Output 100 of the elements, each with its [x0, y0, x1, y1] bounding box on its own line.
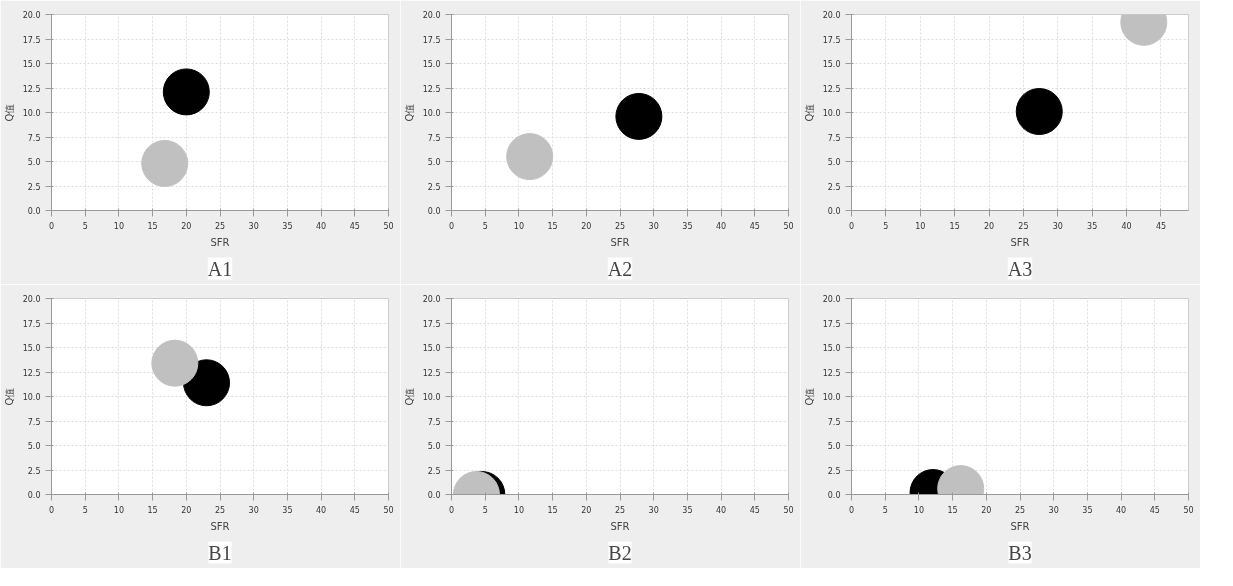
x-tick-label: 25	[614, 221, 626, 231]
x-axis-title: SFR	[610, 236, 630, 248]
x-tick-label: 5	[882, 505, 888, 515]
x-tick-label: 25	[214, 505, 226, 515]
y-tick-label: 7.5	[827, 417, 841, 427]
x-tick-label: 5	[82, 505, 88, 515]
x-axis-title: SFR	[1010, 520, 1030, 532]
x-axis-title: SFR	[1010, 236, 1030, 248]
y-axis-title: Q值	[803, 387, 815, 406]
y-tick-label: 7.5	[427, 417, 441, 427]
x-tick-label: 10	[113, 505, 124, 515]
y-tick-label: 5.0	[827, 442, 841, 451]
y-tick-label: 2.5	[827, 466, 841, 476]
x-tick-label: 0	[448, 221, 455, 231]
y-tick-label: 12.5	[422, 368, 441, 378]
y-tick-label: 12.5	[822, 84, 841, 94]
y-tick-label: 0.0	[827, 491, 841, 500]
text: B2	[608, 541, 632, 564]
y-tick-label: 20.0	[22, 11, 41, 20]
y-tick-label: 2.5	[827, 182, 841, 192]
y-tick-label: 12.5	[822, 368, 841, 378]
x-tick-label: 45	[349, 221, 360, 231]
x-tick-label: 15	[547, 505, 558, 515]
y-tick-label: 20.0	[22, 295, 41, 304]
x-tick-label: 10	[113, 221, 124, 231]
x-tick-label: 20	[181, 221, 192, 231]
y-tick-label: 10.0	[422, 393, 441, 402]
x-tick-label: 30	[648, 221, 659, 231]
x-tick-label: 10	[915, 221, 926, 231]
y-axis-title: Q值	[403, 387, 415, 406]
x-tick-label: 45	[749, 505, 760, 515]
y-tick-label: 20.0	[822, 295, 841, 304]
x-tick-label: 10	[913, 505, 924, 515]
x-tick-label: 35	[1082, 505, 1093, 515]
x-tick-label: 25	[1014, 505, 1026, 515]
y-tick-label: 0.0	[27, 491, 41, 500]
x-tick-label: 40	[316, 221, 327, 231]
x-tick-label: 50	[383, 221, 394, 231]
x-tick-label: 25	[1018, 221, 1029, 231]
y-tick-label: 10.0	[822, 109, 841, 118]
text: A1	[207, 257, 233, 280]
y-axis-title: Q值	[3, 103, 15, 122]
x-tick-label: 15	[547, 221, 558, 231]
x-tick-label: 20	[983, 221, 995, 231]
y-tick-label: 7.5	[427, 133, 441, 143]
y-tick-label: 5.0	[27, 158, 41, 167]
x-axis-title: SFR	[210, 236, 230, 248]
y-tick-label: 20.0	[822, 11, 841, 20]
y-tick-label: 2.5	[27, 182, 41, 192]
x-tick-label: 50	[783, 505, 794, 515]
y-tick-label: 5.0	[427, 442, 441, 451]
x-tick-label: 0	[848, 505, 855, 515]
y-tick-label: 10.0	[22, 393, 41, 402]
y-tick-label: 12.5	[422, 84, 441, 94]
y-axis-title: Q值	[803, 103, 815, 122]
y-tick-label: 17.5	[822, 35, 841, 45]
y-tick-label: 15.0	[422, 60, 441, 69]
y-tick-label: 0.0	[27, 207, 41, 216]
x-tick-label: 40	[716, 505, 727, 515]
y-tick-label: 17.5	[22, 319, 41, 329]
y-tick-label: 17.5	[422, 319, 441, 329]
x-axis-title: SFR	[210, 520, 230, 532]
y-tick-label: 0.0	[427, 491, 441, 500]
y-tick-label: 10.0	[22, 109, 41, 118]
x-tick-label: 40	[716, 221, 727, 231]
y-tick-label: 5.0	[27, 442, 41, 451]
x-tick-label: 30	[648, 505, 659, 515]
y-tick-label: 7.5	[27, 133, 41, 143]
x-tick-label: 0	[848, 221, 855, 231]
y-tick-label: 2.5	[427, 182, 441, 192]
x-tick-label: 45	[1149, 505, 1160, 515]
x-tick-label: 0	[48, 221, 55, 231]
x-tick-label: 20	[581, 221, 592, 231]
x-tick-label: 15	[147, 505, 158, 515]
x-tick-label: 50	[383, 505, 394, 515]
y-tick-label: 7.5	[27, 417, 41, 427]
x-tick-label: 45	[1155, 221, 1167, 231]
y-tick-label: 2.5	[427, 466, 441, 476]
x-tick-label: 30	[1048, 505, 1059, 515]
text: A3	[1007, 257, 1033, 280]
x-tick-label: 0	[448, 505, 455, 515]
y-tick-label: 12.5	[22, 84, 41, 94]
y-tick-label: 2.5	[27, 466, 41, 476]
x-tick-label: 30	[248, 505, 259, 515]
x-tick-label: 30	[1052, 221, 1063, 231]
x-tick-label: 50	[783, 221, 794, 231]
x-tick-label: 10	[513, 221, 524, 231]
x-tick-label: 15	[147, 221, 158, 231]
x-tick-label: 5	[82, 221, 88, 231]
y-tick-label: 5.0	[827, 158, 841, 167]
x-tick-label: 40	[1116, 505, 1127, 515]
x-tick-label: 0	[48, 505, 55, 515]
x-tick-label: 20	[181, 505, 192, 515]
y-tick-label: 15.0	[22, 60, 41, 69]
y-tick-label: 17.5	[822, 319, 841, 329]
x-tick-label: 25	[614, 505, 626, 515]
x-tick-label: 45	[349, 505, 360, 515]
y-tick-label: 15.0	[822, 60, 841, 69]
x-tick-label: 10	[513, 505, 524, 515]
x-tick-label: 35	[1087, 221, 1098, 231]
